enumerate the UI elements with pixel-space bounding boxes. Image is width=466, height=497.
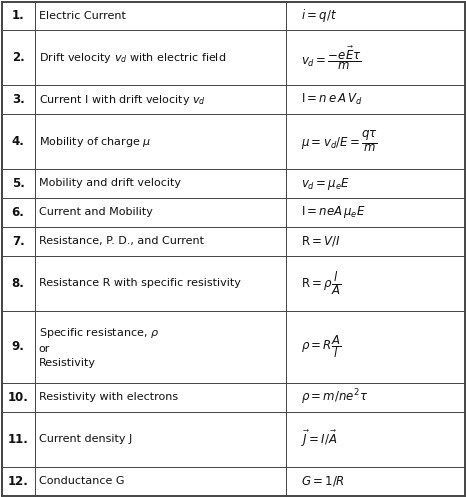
Text: Resistance R with specific resistivity: Resistance R with specific resistivity [39,278,241,288]
Text: Mobility and drift velocity: Mobility and drift velocity [39,178,181,188]
Text: 3.: 3. [12,93,25,106]
Text: $i = q/t$: $i = q/t$ [301,7,336,24]
Text: 11.: 11. [8,433,28,446]
Text: 10.: 10. [8,391,28,404]
Text: 9.: 9. [12,340,25,353]
Text: Drift velocity $v_d$ with electric field: Drift velocity $v_d$ with electric field [39,51,226,65]
Text: $v_d = \mu_e E$: $v_d = \mu_e E$ [301,175,350,191]
Text: $v_d = \dfrac{-e\vec{E}\tau}{m}$: $v_d = \dfrac{-e\vec{E}\tau}{m}$ [301,44,361,72]
Text: $\mathrm{I} = neA\,\mu_e E$: $\mathrm{I} = neA\,\mu_e E$ [301,204,365,220]
Text: $\mathrm{R} = V/I$: $\mathrm{R} = V/I$ [301,234,340,248]
Text: $\vec{J} = I/\vec{A}$: $\vec{J} = I/\vec{A}$ [301,429,337,449]
Text: $\mu = v_d/E = \dfrac{q\tau}{m}$: $\mu = v_d/E = \dfrac{q\tau}{m}$ [301,129,377,154]
Text: $\rho = m/ne^2\tau$: $\rho = m/ne^2\tau$ [301,388,368,407]
Text: 7.: 7. [12,235,25,248]
Text: 2.: 2. [12,51,25,64]
Text: Current and Mobility: Current and Mobility [39,207,153,217]
Text: Specific resistance, $\rho$
or
Resistivity: Specific resistance, $\rho$ or Resistivi… [39,326,159,368]
Text: Mobility of charge $\mu$: Mobility of charge $\mu$ [39,135,151,149]
Text: Current density J: Current density J [39,434,132,444]
Text: Electric Current: Electric Current [39,11,126,21]
Text: $\mathrm{R} = \rho\dfrac{l}{A}$: $\mathrm{R} = \rho\dfrac{l}{A}$ [301,270,341,297]
Text: Conductance G: Conductance G [39,476,124,486]
Text: 12.: 12. [8,475,28,488]
Text: Current I with drift velocity $v_d$: Current I with drift velocity $v_d$ [39,93,206,107]
Text: 4.: 4. [12,135,25,148]
Text: $\rho = R\dfrac{A}{l}$: $\rho = R\dfrac{A}{l}$ [301,333,341,360]
Text: $G = 1/R$: $G = 1/R$ [301,474,344,488]
Text: Resistivity with electrons: Resistivity with electrons [39,392,178,402]
Text: Resistance, P. D., and Current: Resistance, P. D., and Current [39,236,204,247]
Text: 8.: 8. [12,277,25,290]
Text: $\mathrm{I} = n\,e\,A\,V_d$: $\mathrm{I} = n\,e\,A\,V_d$ [301,92,362,107]
Text: 1.: 1. [12,9,25,22]
Text: 5.: 5. [12,177,25,190]
Text: 6.: 6. [12,206,25,219]
